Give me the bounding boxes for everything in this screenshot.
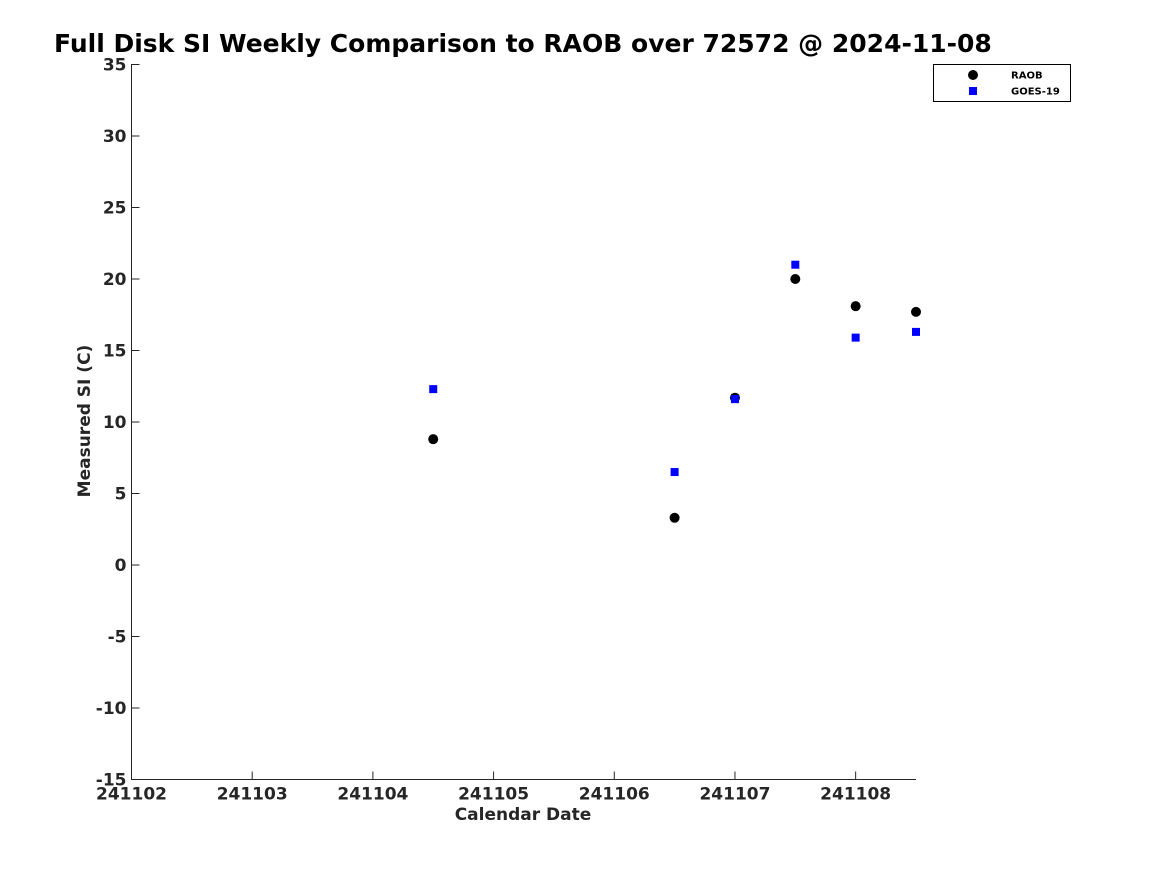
- goes-19-point: [730, 395, 739, 404]
- y-tick-label: 15: [103, 342, 127, 362]
- y-tick-label: 30: [103, 127, 127, 147]
- x-tick-label: 241103: [217, 785, 288, 805]
- raob-point: [669, 512, 680, 523]
- goes-19-point: [912, 327, 920, 336]
- series-raob: [428, 274, 921, 523]
- y-tick-label: -15: [96, 771, 127, 791]
- chart-title: Full Disk SI Weekly Comparison to RAOB o…: [54, 29, 992, 58]
- y-tick-label: 5: [115, 485, 127, 505]
- x-tick-label: 241102: [96, 785, 167, 805]
- goes-19-point: [791, 260, 800, 269]
- y-tick-label: -10: [96, 699, 127, 719]
- x-axis-label: Calendar Date: [455, 805, 592, 825]
- goes-19-point: [429, 385, 438, 394]
- series-goes-19: [429, 260, 920, 477]
- y-tick-label: 10: [103, 413, 127, 433]
- x-ticks: 241102 241103 241104 241105 241106 241107 2411…: [96, 771, 891, 805]
- y-tick-label: 25: [103, 199, 127, 219]
- raob-point: [790, 274, 801, 284]
- raob-point: [850, 301, 861, 312]
- x-tick-label: 241108: [820, 785, 891, 805]
- y-tick-label: 0: [115, 556, 127, 576]
- y-axis-label: Measured SI (C): [75, 345, 95, 498]
- x-tick-label: 241105: [458, 785, 529, 805]
- legend-box: [933, 64, 1071, 102]
- goes-19-point: [851, 333, 860, 342]
- y-tick-label: 20: [103, 270, 127, 290]
- legend: RAOB GOES-19: [933, 64, 1071, 102]
- x-tick-label: 241106: [579, 785, 650, 805]
- legend-label: RAOB: [1011, 71, 1043, 82]
- legend-label: GOES-19: [1011, 87, 1060, 98]
- legend-marker-goes-19: [969, 87, 977, 95]
- y-tick-label: -5: [108, 628, 127, 648]
- goes-19-point: [670, 468, 679, 477]
- y-ticks: -15 -10 -5 0 5 10 15 20 25 30 35: [96, 56, 140, 791]
- legend-marker-raob: [968, 70, 978, 80]
- x-tick-label: 241104: [337, 785, 408, 805]
- series-layer: [428, 260, 921, 523]
- raob-point: [911, 306, 921, 317]
- raob-point: [428, 434, 439, 445]
- y-tick-label: 35: [103, 56, 127, 76]
- x-tick-label: 241107: [699, 785, 770, 805]
